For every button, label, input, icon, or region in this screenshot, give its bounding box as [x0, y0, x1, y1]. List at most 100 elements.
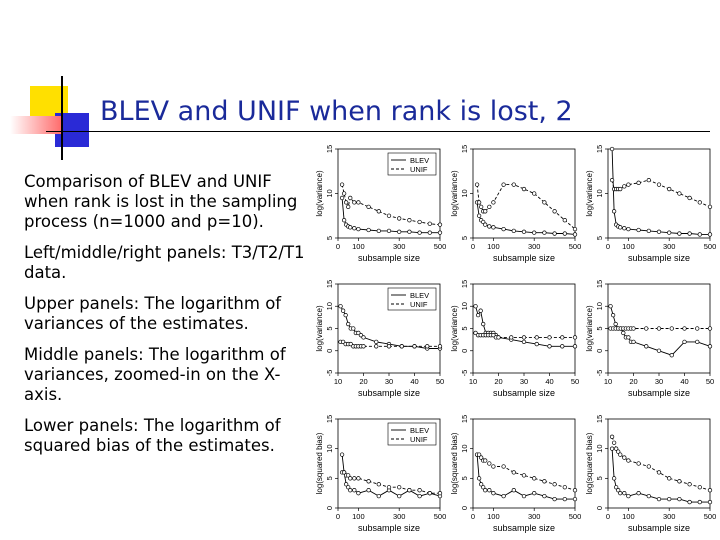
data-point-unif: [407, 218, 412, 223]
x-tick-label: 500: [569, 512, 582, 521]
data-point-unif: [695, 326, 700, 331]
x-axis-label: subsample size: [628, 388, 690, 398]
data-point-blev: [478, 308, 483, 313]
data-point-blev: [687, 499, 692, 505]
data-point-blev: [677, 231, 682, 236]
data-point-unif: [483, 209, 488, 214]
plot-frame: [472, 283, 576, 374]
data-point-unif: [646, 178, 651, 183]
x-tick-label: 300: [393, 242, 406, 251]
data-point-blev: [667, 496, 672, 502]
data-point-blev: [356, 491, 361, 496]
data-point-blev: [572, 232, 578, 237]
data-point-blev: [427, 230, 432, 235]
data-point-blev: [646, 493, 651, 499]
data-point-blev: [626, 335, 631, 340]
y-tick-label: 10: [325, 444, 334, 452]
data-point-blev: [547, 344, 552, 349]
data-point-unif: [616, 449, 621, 454]
y-tick-label: 0: [460, 506, 469, 510]
y-axis-label: log(squared bias): [585, 432, 594, 494]
data-point-unif: [677, 191, 682, 196]
data-point-blev: [397, 229, 402, 234]
plot-frame: [337, 418, 441, 509]
data-point-unif: [542, 200, 547, 205]
x-tick-label: 100: [622, 242, 635, 251]
x-tick-label: 50: [436, 377, 444, 386]
legend-label-unif: UNIF: [410, 300, 428, 309]
x-tick-label: 100: [352, 242, 365, 251]
data-point-blev: [361, 335, 366, 340]
x-tick-label: 30: [520, 377, 528, 386]
x-tick-label: 20: [629, 377, 637, 386]
data-point-unif: [376, 209, 381, 214]
x-tick-label: 100: [487, 242, 500, 251]
x-tick-label: 100: [487, 512, 500, 521]
data-point-unif: [348, 195, 353, 201]
y-tick-label: 5: [595, 236, 604, 240]
x-tick-label: 0: [336, 512, 340, 521]
y-tick-label: 5: [325, 326, 334, 330]
x-tick-label: 0: [471, 512, 475, 521]
data-point-blev: [386, 228, 392, 234]
data-point-unif: [618, 186, 623, 192]
data-point-blev: [476, 213, 482, 218]
data-point-blev: [352, 226, 357, 231]
x-tick-label: 300: [393, 512, 406, 521]
data-point-blev: [644, 344, 649, 349]
x-tick-label: 50: [706, 377, 714, 386]
data-point-blev: [707, 499, 713, 505]
data-point-unif: [386, 213, 392, 218]
x-axis-label: subsample size: [628, 253, 690, 263]
data-point-unif: [437, 222, 443, 227]
y-tick-label: 10: [325, 302, 334, 310]
data-point-unif: [521, 186, 527, 192]
data-point-unif: [437, 344, 443, 349]
data-point-unif: [667, 186, 672, 192]
data-point-unif: [618, 452, 623, 457]
data-point-blev: [610, 313, 616, 318]
data-point-unif: [376, 482, 381, 487]
data-point-unif: [346, 204, 351, 209]
data-point-unif: [682, 326, 687, 331]
data-point-blev: [348, 225, 353, 230]
y-tick-label: -5: [460, 370, 469, 377]
data-point-blev: [346, 485, 351, 490]
data-point-unif: [479, 455, 484, 460]
data-point-blev: [346, 321, 351, 327]
data-point-blev: [417, 493, 422, 499]
data-point-blev: [611, 476, 617, 481]
data-point-unif: [437, 491, 443, 496]
x-tick-label: 40: [410, 377, 418, 386]
x-tick-label: 500: [434, 242, 447, 251]
data-point-blev: [707, 344, 713, 349]
legend-label-unif: UNIF: [410, 435, 428, 444]
data-point-unif: [352, 476, 357, 481]
x-tick-label: 500: [704, 242, 717, 251]
x-tick-label: 50: [571, 377, 579, 386]
data-point-unif: [341, 191, 347, 196]
data-point-unif: [427, 491, 432, 496]
data-point-unif: [636, 461, 641, 466]
data-point-unif: [479, 204, 484, 209]
x-tick-label: 40: [545, 377, 553, 386]
data-point-blev: [532, 230, 537, 235]
x-axis-label: subsample size: [358, 388, 420, 398]
y-tick-label: 5: [325, 236, 334, 240]
data-point-blev: [636, 491, 641, 496]
data-point-blev: [338, 304, 343, 309]
data-point-unif: [427, 221, 432, 226]
data-point-unif: [611, 440, 617, 445]
data-point-unif: [626, 182, 631, 187]
series-line-blev: [340, 306, 440, 349]
data-point-unif: [572, 226, 578, 232]
x-tick-label: 10: [469, 377, 477, 386]
data-point-blev: [521, 339, 527, 344]
data-point-blev: [707, 232, 713, 237]
data-point-blev: [616, 488, 621, 493]
data-point-blev: [374, 339, 379, 344]
paragraph-panels: Left/middle/right panels: T3/T2/T1 data.: [24, 243, 305, 282]
data-point-blev: [534, 341, 539, 347]
data-point-blev: [618, 491, 623, 496]
data-point-blev: [521, 493, 527, 499]
